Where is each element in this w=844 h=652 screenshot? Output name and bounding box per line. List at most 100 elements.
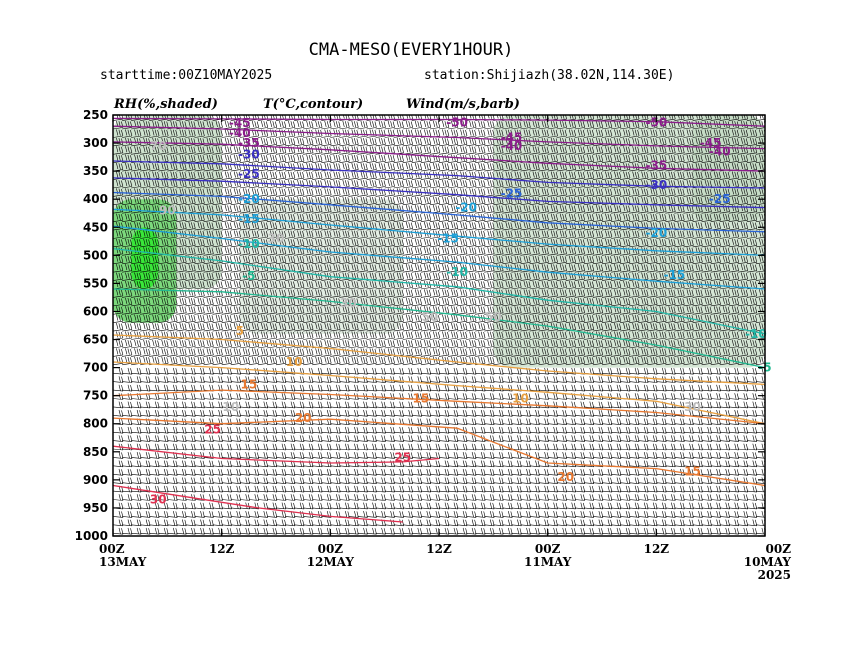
wind-barb [384, 280, 395, 290]
wind-barb [393, 401, 404, 409]
wind-barb [583, 162, 595, 172]
wind-barb [638, 280, 649, 290]
wind-barb [140, 146, 151, 155]
wind-barb [737, 205, 748, 214]
wind-barb [674, 238, 685, 248]
wind-barb [339, 247, 350, 256]
wind-barb [683, 393, 694, 400]
wind-barb [420, 511, 432, 518]
wind-barb [701, 171, 712, 180]
wind-barb [692, 494, 703, 501]
wind-barb [683, 115, 694, 121]
wind-barb [230, 188, 241, 197]
wind-barb [194, 146, 205, 155]
wind-barb [538, 314, 549, 323]
wind-barb [746, 384, 758, 392]
wind-barb [294, 230, 305, 239]
wind-barb [122, 120, 133, 130]
wind-barb [348, 443, 359, 451]
wind-barb [674, 384, 685, 392]
wind-barb [194, 230, 205, 239]
wind-barb [402, 289, 413, 298]
wind-barb [728, 297, 739, 307]
wind-barb [592, 384, 604, 392]
wind-barb [438, 519, 450, 527]
wind-barb [638, 401, 649, 409]
wind-barb [457, 502, 468, 510]
wind-barb [620, 154, 631, 163]
wind-barb [547, 393, 558, 400]
wind-barb [502, 511, 513, 518]
wind-barb [466, 205, 477, 214]
wind-barb [167, 188, 178, 197]
wind-barb [647, 393, 658, 400]
wind-barb [348, 188, 359, 197]
wind-barb [113, 205, 124, 214]
wind-barb [339, 393, 350, 400]
temperature-panel-label: T(°C,contour) [263, 97, 363, 112]
wind-barb [384, 356, 395, 366]
wind-barb [393, 188, 404, 197]
wind-barb [230, 485, 241, 493]
wind-barb [402, 272, 413, 281]
wind-barb [737, 443, 749, 451]
wind-barb [647, 367, 658, 375]
wind-barb [547, 468, 558, 476]
wind-barb [719, 331, 730, 340]
wind-barb [683, 426, 694, 434]
wind-barb [728, 418, 739, 425]
wind-barb [312, 162, 323, 172]
wind-barb [629, 339, 640, 349]
wind-barb [248, 162, 259, 172]
wind-barb [330, 230, 341, 239]
wind-barb [185, 146, 196, 155]
wind-barb [285, 280, 296, 290]
wind-barb [511, 331, 522, 340]
wind-barb [384, 477, 395, 484]
wind-barb [257, 401, 269, 409]
wind-barb [448, 527, 459, 535]
wind-barb [221, 247, 232, 256]
wind-barb [420, 502, 432, 510]
wind-barb [547, 162, 558, 172]
wind-barb [665, 247, 676, 256]
wind-barb [547, 289, 558, 298]
wind-barb [764, 465, 765, 467]
wind-barb [203, 314, 214, 323]
wind-barb [556, 238, 567, 248]
wind-barb [203, 435, 214, 442]
temperature-contour-label: -20 [455, 201, 477, 215]
wind-barb [266, 205, 278, 214]
wind-barb [303, 255, 314, 265]
wind-barb [366, 494, 377, 501]
wind-barb [484, 171, 495, 180]
y-tick-label: 400 [83, 192, 108, 206]
wind-barb [601, 502, 613, 510]
wind-barb [592, 171, 604, 180]
wind-barb [665, 502, 676, 510]
wind-barb [203, 409, 214, 417]
wind-barb [113, 238, 124, 248]
wind-barb [583, 289, 595, 298]
wind-barb [348, 485, 359, 493]
wind-barb [384, 468, 395, 476]
wind-barb [620, 146, 631, 155]
wind-barb [266, 154, 278, 163]
wind-barb [611, 306, 622, 315]
wind-barb [393, 519, 404, 527]
wind-barb [411, 205, 422, 214]
wind-barb [629, 519, 640, 527]
wind-barb [529, 205, 540, 214]
wind-barb [629, 331, 640, 340]
wind-barb [475, 255, 486, 265]
wind-barb [638, 213, 649, 222]
wind-barb [601, 477, 613, 484]
wind-barb [547, 137, 558, 147]
wind-barb [764, 381, 765, 382]
wind-barb [511, 426, 522, 434]
wind-barb [194, 247, 205, 256]
wind-barb [257, 348, 269, 357]
wind-barb [230, 339, 241, 349]
wind-barb [692, 339, 703, 349]
wind-barb [574, 221, 585, 231]
